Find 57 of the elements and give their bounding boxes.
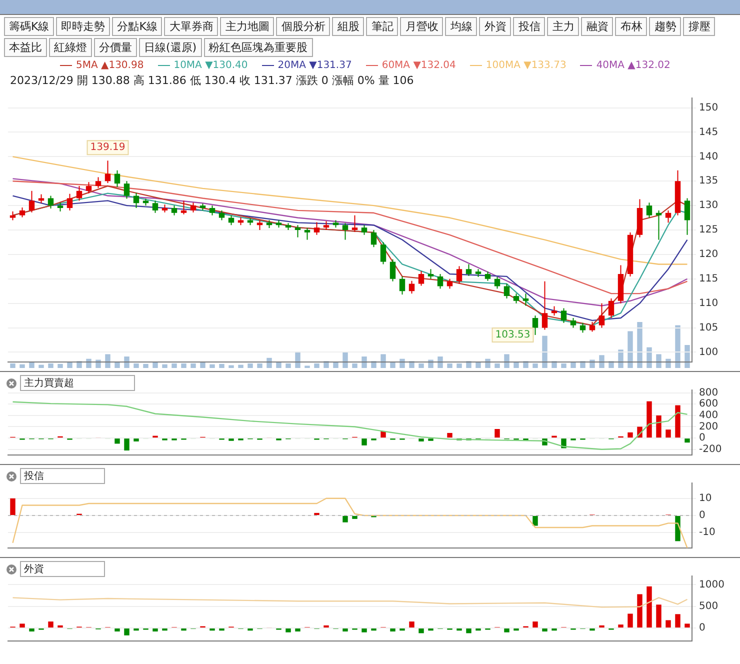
text: 趨勢	[649, 17, 682, 36]
text: 分價量	[94, 38, 137, 57]
y-tick-label: -200	[699, 444, 722, 455]
y-tick-label: 0	[699, 622, 706, 634]
chart-title: 主力買賣超	[20, 375, 135, 391]
y-tick-label: 600	[699, 398, 718, 410]
legend-label: 100MA ▼133.73	[484, 60, 566, 71]
y-tick-label: 130	[699, 200, 718, 212]
y-tick-label: 1000	[699, 579, 724, 590]
y-tick-label: 800	[699, 387, 718, 398]
text: 投信	[513, 17, 546, 36]
y-tick-label: 110	[699, 298, 718, 309]
y-tick-label: 400	[699, 410, 718, 422]
text: 主力地圖	[220, 17, 274, 36]
y-tick-label: -10	[699, 527, 716, 538]
text: 均線	[445, 17, 478, 36]
y-tick-label: 10	[699, 492, 712, 504]
legend-label: 40MA ▲132.02	[595, 60, 670, 71]
text: 即時走勢	[56, 17, 110, 36]
annotation: 139.19	[90, 142, 126, 154]
y-tick-label: 135	[699, 176, 718, 187]
text: 主力	[547, 17, 580, 36]
annotation: 103.53	[495, 330, 530, 341]
text: 月營收	[400, 17, 444, 36]
text: 大單券商	[164, 17, 218, 36]
text: 粉紅色區塊為重要股	[204, 38, 313, 57]
text: 融資	[581, 17, 614, 36]
text: 籌碼K線	[4, 17, 54, 36]
text: 布林	[615, 17, 648, 36]
y-tick-label: 0	[699, 432, 706, 444]
y-tick-label: 125	[699, 224, 718, 236]
legend-label: 5MA ▲130.98	[75, 60, 144, 71]
legend-label: 20MA ▼131.37	[276, 60, 352, 71]
chart-subtitle: 2023/12/29 開 130.88 高 131.86 低 130.4 收 131.37 漲跌 0 漲幅 0% 量 106	[9, 73, 415, 89]
text: 分點K線	[112, 17, 162, 36]
text: 組股	[332, 17, 364, 36]
y-tick-label: 0	[699, 510, 706, 522]
legend-label: 10MA ▼130.40	[172, 60, 248, 71]
y-tick-label: 145	[699, 126, 718, 138]
y-tick-label: 200	[699, 421, 718, 432]
text: 日線(還原)	[139, 38, 202, 57]
y-tick-label: 140	[699, 151, 718, 162]
y-tick-label: 105	[699, 322, 718, 334]
text: 撐壓	[683, 17, 716, 36]
text: 外資	[479, 17, 512, 36]
chart-title: 外資	[20, 561, 105, 577]
y-tick-label: 100	[699, 346, 718, 358]
y-tick-label: 120	[699, 249, 718, 260]
legend-label: 60MA ▼132.04	[380, 60, 456, 71]
text: 個股分析	[276, 17, 330, 36]
chart-title: 投信	[20, 468, 105, 484]
text: 筆記	[366, 17, 398, 36]
text: 紅綠燈	[49, 38, 92, 57]
y-tick-label: 500	[699, 600, 718, 612]
y-tick-label: 115	[699, 273, 718, 284]
y-tick-label: 150	[699, 102, 718, 114]
text: 本益比	[4, 38, 47, 57]
